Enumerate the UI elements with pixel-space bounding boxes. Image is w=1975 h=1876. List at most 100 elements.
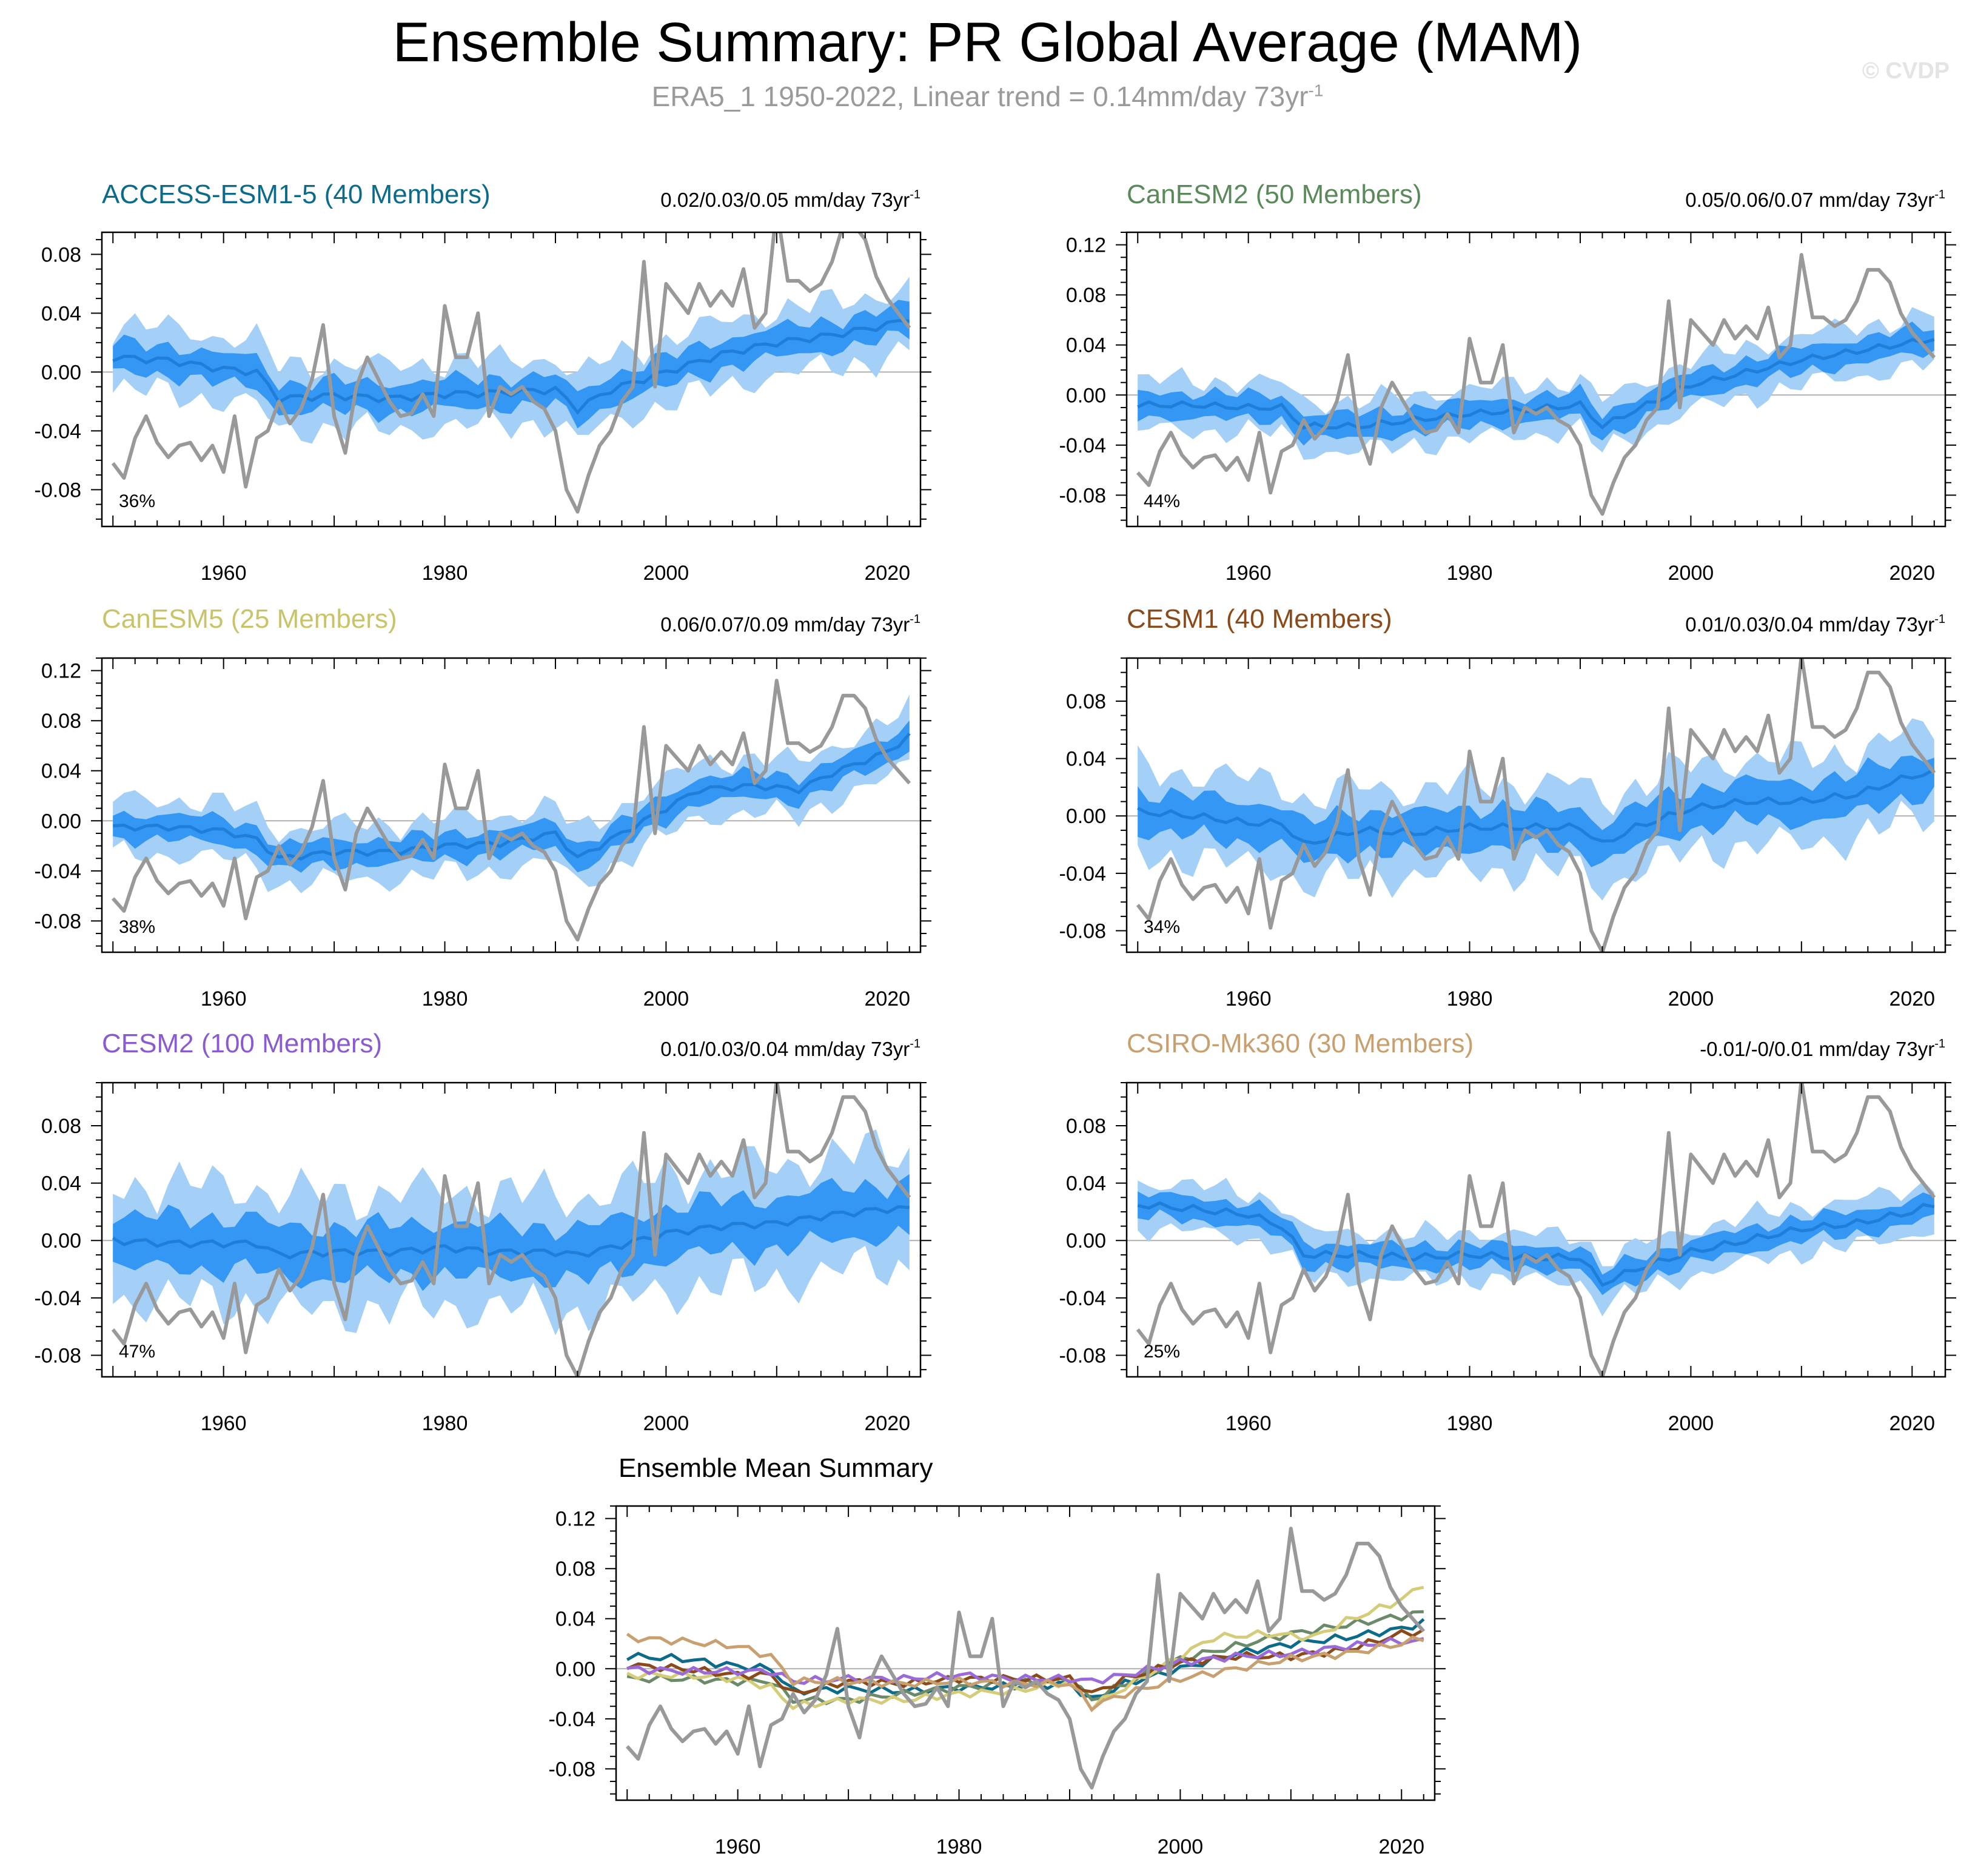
x-tick-label: 1980: [1447, 562, 1493, 585]
y-tick-label: 0.04: [555, 1608, 595, 1631]
panel-title: CanESM2 (50 Members): [1127, 180, 1422, 209]
trend-label: 0.02/0.03/0.05 mm/day 73yr-1: [660, 188, 920, 211]
chart-panel-7: 1960 1980 2000 2020 0.12 0.08 0.04 0.00 -0.04 -0.…: [549, 1453, 1446, 1858]
y-tick-label: 0.00: [41, 1229, 81, 1252]
y-tick-label: 0.12: [1066, 234, 1106, 257]
x-tick-label: 1980: [1447, 1412, 1493, 1435]
trend-label: 0.05/0.06/0.07 mm/day 73yr-1: [1685, 188, 1945, 211]
x-tick-label: 2000: [1668, 562, 1714, 585]
plot-frame: [1125, 231, 1946, 528]
observed-line: [111, 1083, 911, 1377]
subtitle-exponent: -1: [1308, 81, 1324, 100]
observed-line: [1136, 1083, 1936, 1377]
x-tick-label: 2020: [1889, 562, 1935, 585]
model-mean-line-3: [626, 1585, 1424, 1713]
outer-spread-band: [1138, 1177, 1934, 1317]
y-tick-label: 0.08: [1066, 1115, 1106, 1138]
y-tick-label: 0.00: [1066, 384, 1106, 407]
inner-spread-band: [113, 720, 910, 873]
x-tick-label: 2000: [643, 1412, 689, 1435]
y-tick-label: 0.12: [41, 660, 81, 683]
inner-spread-band: [113, 1174, 910, 1291]
y-tick-label: 0.04: [1066, 748, 1106, 771]
y-tick-label: 0.08: [1066, 690, 1106, 713]
y-tick-label: -0.08: [35, 479, 82, 502]
x-tick-label: 2000: [643, 987, 689, 1010]
page-title: Ensemble Summary: PR Global Average (MAM…: [392, 12, 1583, 73]
x-tick-label: 1980: [1447, 987, 1493, 1010]
model-mean-line-6: [626, 1633, 1424, 1712]
y-tick-label: 0.00: [41, 810, 81, 833]
y-tick-label: -0.04: [35, 420, 82, 443]
observed-line: [625, 1527, 1426, 1790]
plot-area: [1127, 658, 1945, 952]
observed-line: [111, 232, 911, 514]
panel-title: CESM1 (40 Members): [1127, 604, 1392, 634]
y-tick-label: 0.04: [1066, 1172, 1106, 1195]
x-tick-label: 2000: [1668, 987, 1714, 1010]
y-tick-label: -0.08: [549, 1758, 596, 1781]
x-tick-label: 1960: [1226, 987, 1272, 1010]
trend-label: 0.01/0.03/0.04 mm/day 73yr-1: [1685, 613, 1945, 636]
y-tick-label: -0.04: [1059, 434, 1107, 457]
inner-spread-band: [1138, 755, 1934, 867]
y-tick-label: -0.04: [1059, 1287, 1107, 1310]
x-tick-label: 1980: [422, 1412, 468, 1435]
x-tick-label: 2020: [1378, 1835, 1424, 1858]
panel-title: CSIRO-Mk360 (30 Members): [1127, 1029, 1474, 1058]
percent-label: 38%: [119, 917, 155, 937]
panel-title: ACCESS-ESM1-5 (40 Members): [102, 180, 491, 209]
y-tick-label: 0.00: [41, 361, 81, 384]
panel-title: Ensemble Mean Summary: [619, 1453, 933, 1483]
trend-label: 0.01/0.03/0.04 mm/day 73yr-1: [660, 1037, 920, 1060]
plot-area: [102, 1083, 920, 1377]
x-tick-label: 1980: [422, 562, 468, 585]
x-tick-label: 1960: [1226, 562, 1272, 585]
x-tick-label: 1960: [715, 1835, 761, 1858]
percent-label: 34%: [1144, 917, 1180, 937]
y-tick-label: 0.08: [1066, 284, 1106, 307]
observed-line: [111, 679, 911, 942]
inner-spread-band: [113, 300, 910, 429]
watermark: © CVDP: [1862, 58, 1950, 84]
x-tick-label: 2020: [1889, 1412, 1935, 1435]
plot-area: [1127, 253, 1945, 516]
y-tick-label: -0.04: [35, 1287, 82, 1310]
x-tick-label: 1960: [201, 987, 247, 1010]
percent-label: 25%: [1144, 1342, 1180, 1362]
y-tick-label: -0.08: [1059, 920, 1107, 943]
y-tick-label: 0.00: [555, 1658, 595, 1681]
x-tick-label: 2000: [643, 562, 689, 585]
panel-title: CESM2 (100 Members): [102, 1029, 382, 1058]
ensemble-mean-line: [1137, 1201, 1935, 1287]
percent-label: 44%: [1144, 491, 1180, 511]
ensemble-mean-line: [1137, 768, 1936, 845]
inner-spread-band: [1138, 321, 1934, 446]
ensemble-mean-line: [1137, 338, 1935, 430]
y-tick-label: -0.04: [35, 860, 82, 883]
trend-label: 0.06/0.07/0.09 mm/day 73yr-1: [660, 613, 920, 636]
chart-panel-1: 1960 1980 2000 2020 0.08 0.04 0.00 -0.04 -0.08 AC…: [35, 180, 931, 585]
chart-panel-5: 1960 1980 2000 2020 0.08 0.04 0.00 -0.04 -0.08 CE…: [35, 1029, 931, 1435]
x-tick-label: 1980: [422, 987, 468, 1010]
observed-line: [1136, 253, 1936, 516]
x-tick-label: 2020: [864, 1412, 910, 1435]
x-tick-label: 2000: [1158, 1835, 1204, 1858]
chart-panel-2: 1960 1980 2000 2020 0.12 0.08 0.04 0.00 -0.04 -0.…: [1059, 180, 1956, 585]
chart-panel-4: 1960 1980 2000 2020 0.08 0.04 0.00 -0.04 -0.08 CE…: [1059, 604, 1956, 1010]
y-tick-label: 0.08: [41, 243, 81, 266]
y-tick-label: -0.08: [35, 910, 82, 933]
x-tick-label: 2020: [864, 987, 910, 1010]
x-tick-label: 2020: [864, 562, 910, 585]
y-tick-label: 0.08: [41, 1115, 81, 1138]
y-tick-label: 0.08: [41, 710, 81, 733]
y-tick-label: 0.04: [41, 1172, 81, 1195]
plot-area: [102, 232, 920, 514]
plot-area: [616, 1527, 1435, 1790]
y-tick-label: 0.00: [1066, 805, 1106, 828]
model-mean-line-4: [626, 1628, 1425, 1695]
trend-label: -0.01/-0/0.01 mm/day 73yr-1: [1700, 1037, 1945, 1060]
x-tick-label: 1980: [936, 1835, 982, 1858]
percent-label: 47%: [119, 1342, 155, 1362]
